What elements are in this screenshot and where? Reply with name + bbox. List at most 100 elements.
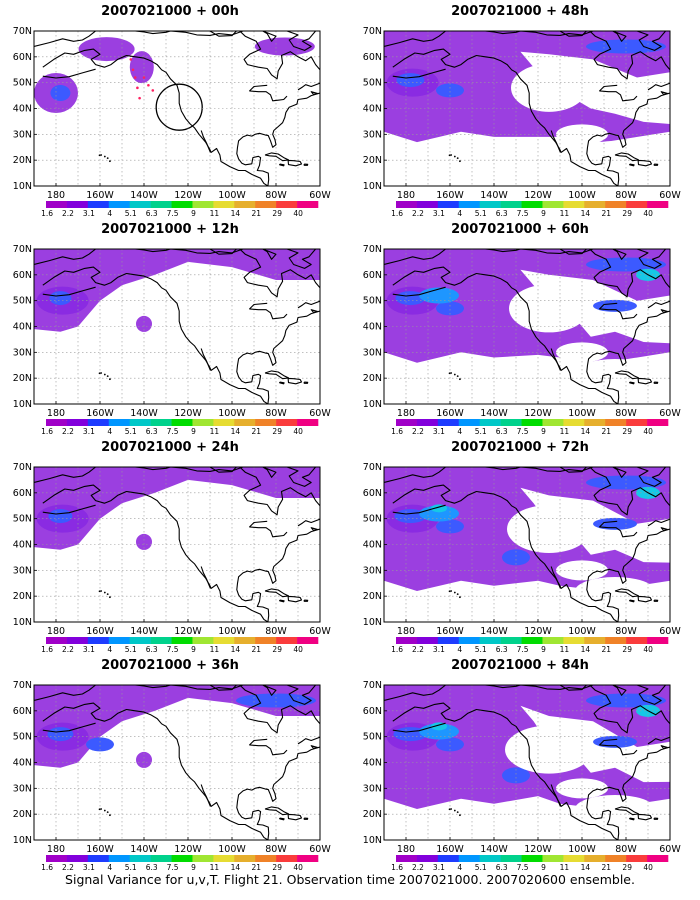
- colorbar-label: 11: [560, 209, 570, 218]
- lat-tick-label: 60N: [13, 52, 32, 63]
- track-dot: [131, 68, 135, 72]
- colorbar-label: 40: [293, 645, 303, 654]
- coastline: [236, 746, 320, 840]
- island: [450, 808, 452, 810]
- colorbar-label: 2.2: [62, 209, 74, 218]
- shade-gap: [556, 342, 608, 363]
- colorbar-segment: [87, 855, 110, 862]
- colorbar-segment: [255, 855, 277, 862]
- colorbar-label: 11: [560, 645, 570, 654]
- coastline: [647, 300, 670, 309]
- lon-tick-label: 100W: [568, 408, 596, 419]
- lat-tick-label: 30N: [13, 783, 32, 794]
- colorbar-label: 7.5: [517, 863, 529, 872]
- coastline: [672, 298, 685, 308]
- lat-tick-label: 30N: [363, 783, 382, 794]
- colorbar-segment: [234, 201, 256, 208]
- lon-tick-label: 120W: [174, 190, 202, 201]
- colorbar-segment: [46, 419, 68, 426]
- shade-lightblue: [419, 287, 459, 304]
- coastline: [384, 685, 446, 702]
- colorbar-label: 6.3: [496, 209, 508, 218]
- plot-area: [384, 467, 670, 622]
- colorbar-label: 11: [210, 427, 220, 436]
- panel-title: 2007021000 + 60h: [451, 222, 589, 237]
- lon-tick-label: 160W: [436, 408, 464, 419]
- colorbar-segment: [626, 855, 648, 862]
- coastline: [589, 685, 670, 734]
- island: [450, 590, 452, 592]
- panel-title: 2007021000 + 00h: [101, 4, 239, 19]
- coastline: [42, 266, 269, 404]
- lat-tick-label: 60N: [13, 706, 32, 717]
- coastline: [303, 599, 309, 602]
- colorbar-segment: [255, 201, 277, 208]
- track-dot: [129, 58, 133, 61]
- lon-tick-label: 60W: [309, 626, 331, 637]
- colorbar-label: 5.1: [125, 863, 137, 872]
- shade-blue: [47, 727, 74, 742]
- coastline: [209, 31, 237, 37]
- coastline: [485, 31, 594, 36]
- coastline: [653, 163, 659, 166]
- coastline: [392, 702, 619, 840]
- gridlines: [384, 685, 670, 840]
- coastline: [287, 813, 303, 821]
- colorbar-label: 2.2: [62, 645, 74, 654]
- colorbar-segment: [416, 201, 439, 208]
- lon-tick-label: 60W: [309, 408, 331, 419]
- coastline: [672, 80, 685, 90]
- plot-background: [34, 31, 320, 186]
- colorbar-label: 29: [272, 209, 282, 218]
- coastline: [599, 84, 638, 102]
- colorbar-segment: [87, 201, 110, 208]
- colorbar-segment: [66, 419, 89, 426]
- coastline: [636, 249, 667, 269]
- colorbar-segment: [171, 637, 193, 644]
- colorbar-label: 6.3: [496, 645, 508, 654]
- lon-tick-label: 120W: [524, 626, 552, 637]
- shade-gap: [507, 505, 591, 553]
- map-panel: 2007021000 + 12h 70N 60N 50N 40N 30N 20N 10N 180…: [0, 218, 340, 436]
- island: [109, 378, 111, 381]
- colorbar-segment: [46, 637, 68, 644]
- colorbar-segment: [150, 637, 172, 644]
- lat-tick-label: 50N: [13, 514, 32, 525]
- colorbar-segment: [213, 201, 235, 208]
- coastline: [34, 249, 96, 266]
- island: [453, 373, 456, 376]
- lat-tick-label: 40N: [363, 104, 382, 115]
- coastline: [303, 163, 309, 166]
- lon-tick-label: 80W: [615, 190, 637, 201]
- colorbar-segment: [500, 637, 522, 644]
- colorbar-segment: [521, 201, 543, 208]
- signal-variance-shading-5: [384, 467, 670, 605]
- colorbar-label: 29: [272, 427, 282, 436]
- lon-tick-label: 140W: [480, 190, 508, 201]
- signal-variance-shading-6: [34, 685, 320, 768]
- coastline: [485, 467, 594, 472]
- colorbar-label: 4: [457, 209, 462, 218]
- colorbar-segment: [521, 419, 543, 426]
- coastline: [287, 377, 303, 385]
- lat-tick-label: 20N: [363, 155, 382, 166]
- colorbar-label: 11: [210, 645, 220, 654]
- colorbar-segment: [192, 419, 214, 426]
- coastline: [384, 249, 446, 266]
- map-canvas: 70N 60N 50N 40N 30N 20N 10N 180 160W 140W 120W 100W…: [363, 462, 682, 654]
- coastline: [647, 82, 670, 91]
- coastline: [310, 91, 318, 95]
- lon-tick-label: 160W: [436, 844, 464, 855]
- shade-purple: [34, 249, 320, 332]
- lon-tick-label: 80W: [265, 626, 287, 637]
- colorbar-segment: [171, 419, 193, 426]
- colorbar-label: 3.1: [83, 863, 95, 872]
- colorbar-label: 7.5: [517, 645, 529, 654]
- shade-blue: [436, 301, 464, 316]
- coastline: [297, 518, 320, 527]
- coastline: [586, 746, 670, 840]
- signal-variance-shading-2: [34, 249, 320, 332]
- island: [100, 808, 102, 810]
- island: [100, 154, 102, 156]
- coastline: [629, 163, 635, 167]
